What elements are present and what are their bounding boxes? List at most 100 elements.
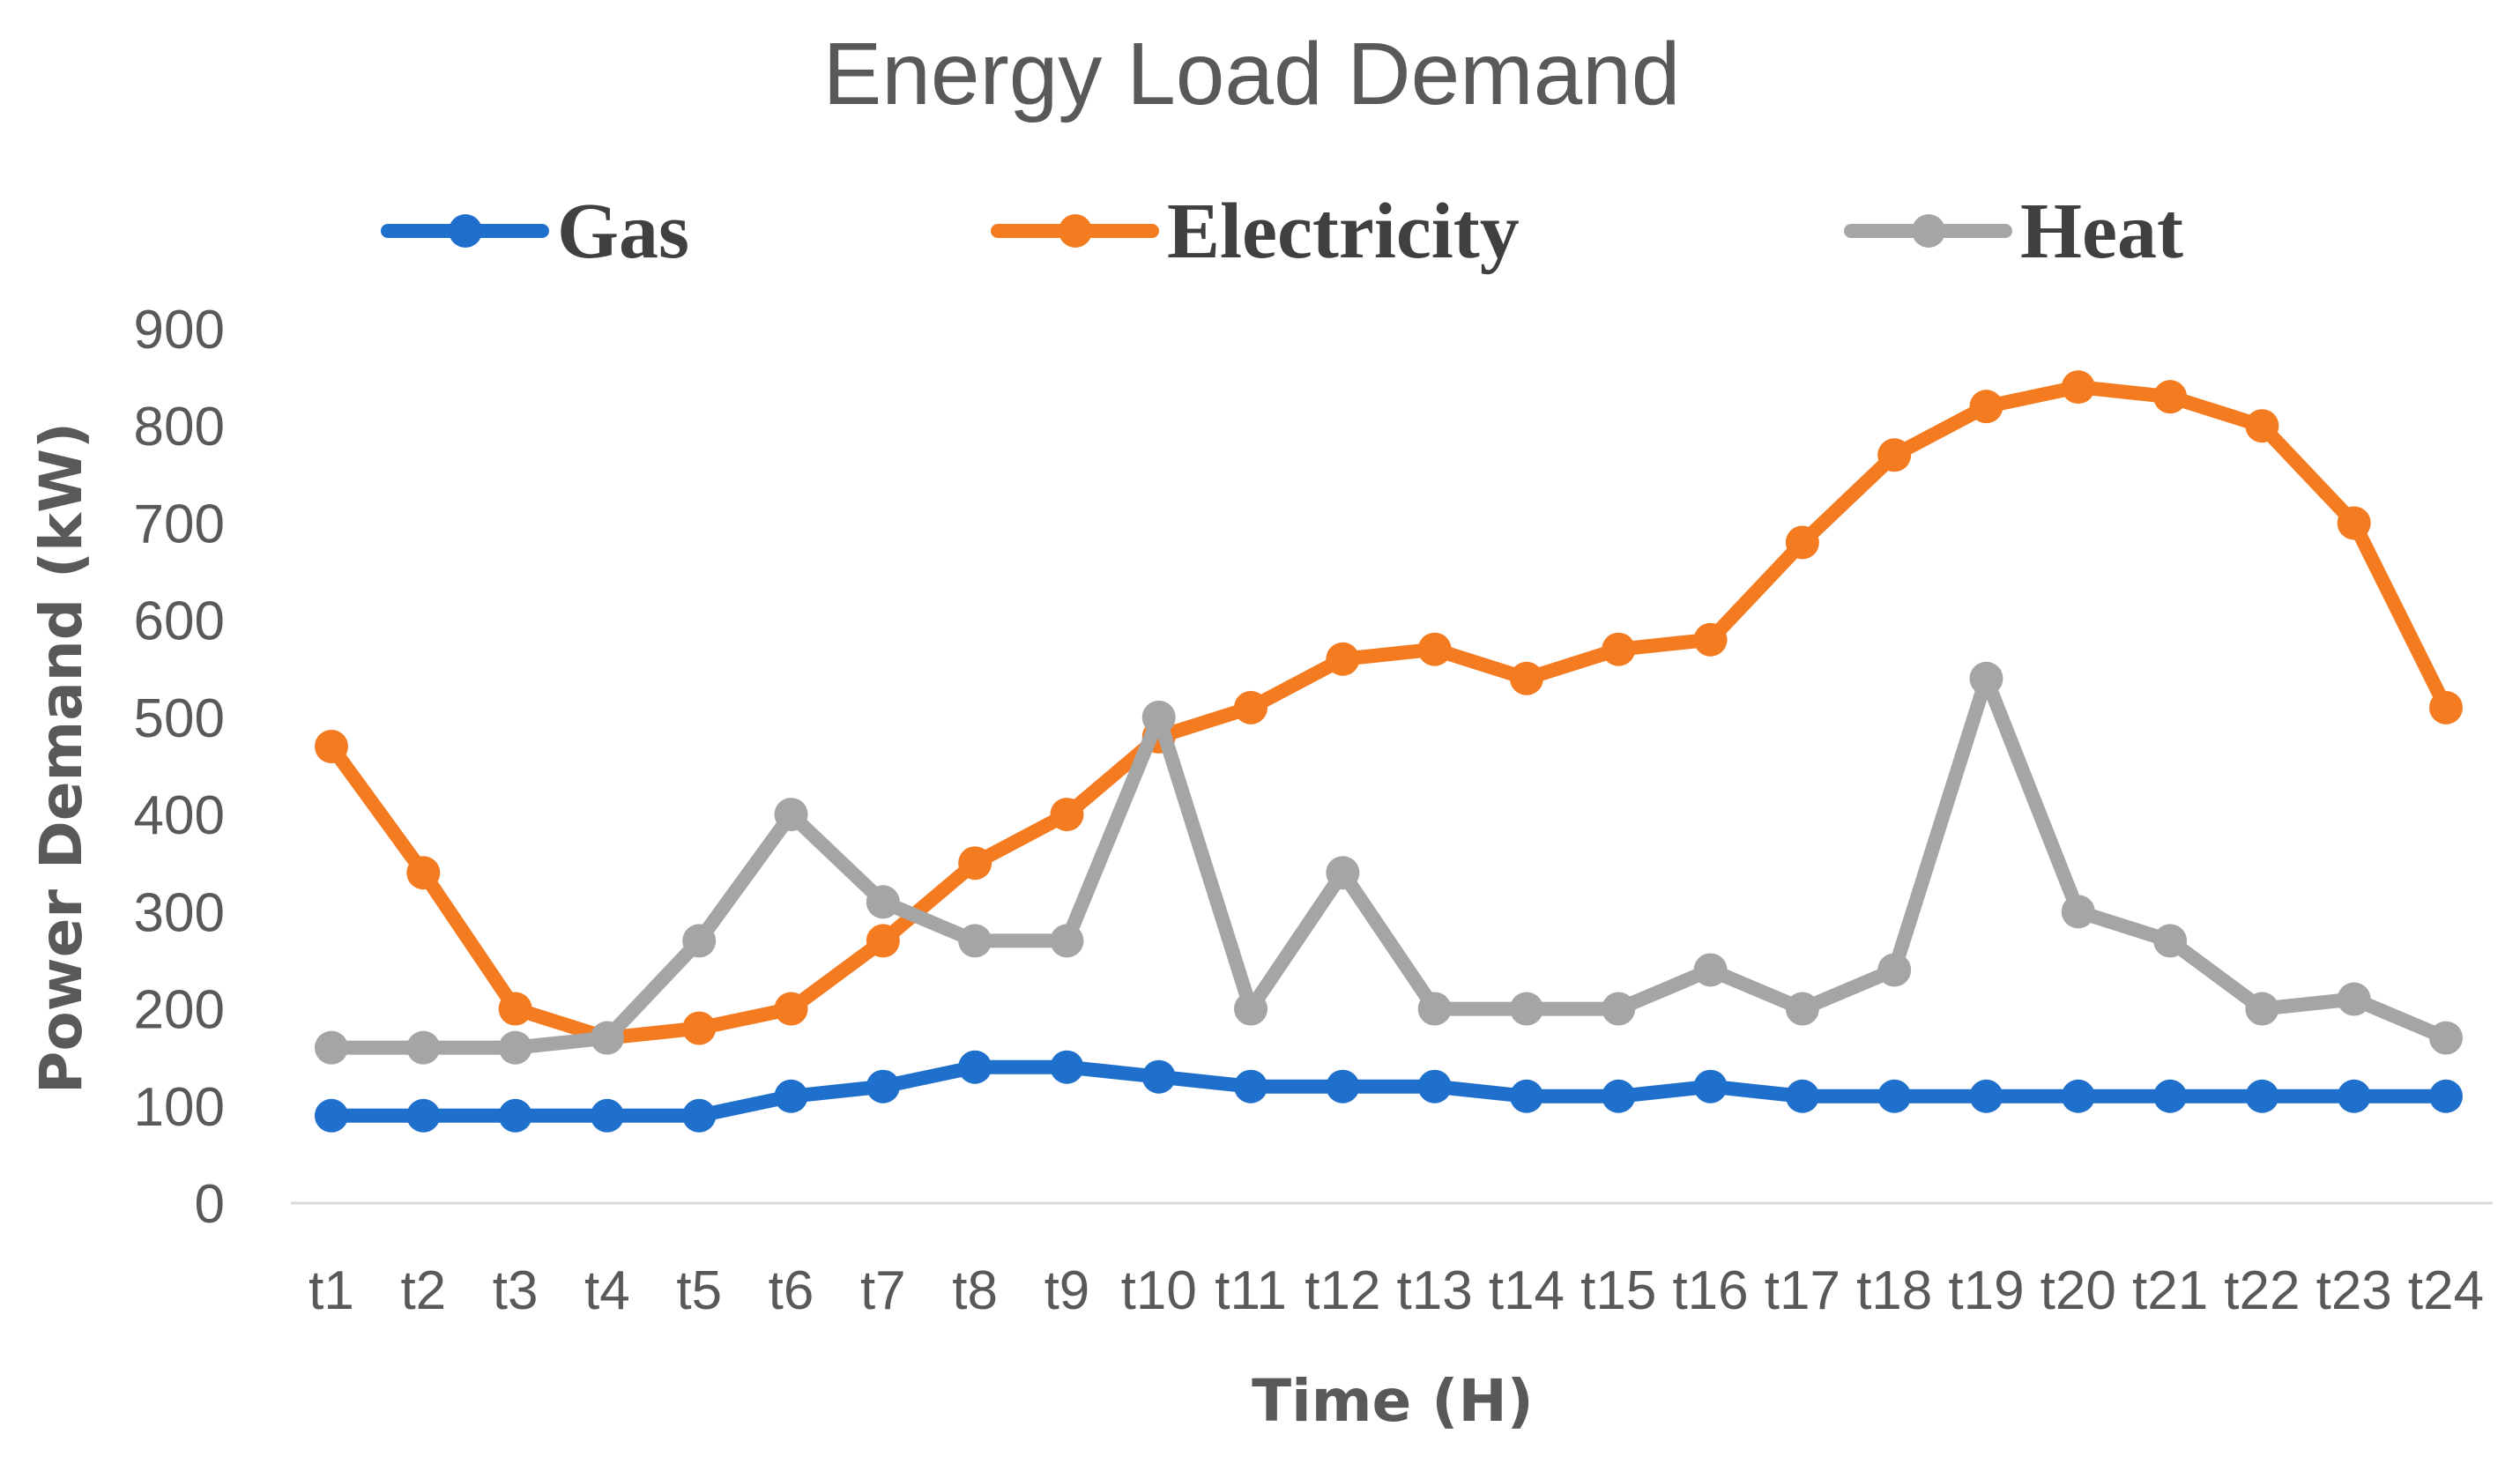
- data-point-heat: [1877, 953, 1912, 987]
- data-point-gas: [2337, 1079, 2371, 1113]
- legend-label-electricity: Electricity: [1167, 188, 1520, 275]
- data-point-gas: [1141, 1059, 1176, 1094]
- data-point-gas: [1785, 1079, 1819, 1113]
- x-axis-title: Time (H): [1252, 1367, 1534, 1435]
- data-point-electricity: [2337, 506, 2371, 540]
- x-tick-label: t21: [2132, 1260, 2208, 1321]
- series-line-heat: [324, 671, 2453, 1055]
- data-point-heat: [1050, 924, 1084, 958]
- data-point-gas: [2061, 1079, 2095, 1113]
- data-point-gas: [1509, 1079, 1543, 1113]
- data-point-heat: [2245, 992, 2279, 1026]
- data-point-electricity: [958, 846, 992, 881]
- y-tick-label: 500: [134, 688, 225, 749]
- data-point-gas: [1050, 1050, 1084, 1084]
- x-tick-label: t5: [676, 1260, 722, 1321]
- x-tick-label: t24: [2408, 1260, 2484, 1321]
- x-tick-label: t22: [2224, 1260, 2300, 1321]
- series-line-gas: [324, 1059, 2453, 1123]
- data-point-gas: [1969, 1079, 2003, 1113]
- data-point-heat: [1141, 700, 1176, 734]
- legend-marker-electricity: [1059, 214, 1092, 248]
- data-point-gas: [1602, 1079, 1636, 1113]
- y-tick-label: 400: [134, 785, 225, 846]
- data-point-gas: [958, 1050, 992, 1084]
- legend-item-electricity: Electricity: [991, 188, 1520, 275]
- data-point-electricity: [2245, 409, 2279, 443]
- data-point-gas: [1326, 1069, 1360, 1104]
- x-tick-label: t18: [1856, 1260, 1932, 1321]
- data-point-heat: [682, 924, 717, 958]
- legend-marker-heat: [1912, 214, 1945, 248]
- legend-label-gas: Gas: [557, 188, 689, 275]
- data-point-gas: [866, 1069, 900, 1104]
- data-point-gas: [1417, 1069, 1452, 1104]
- x-tick-label: t10: [1121, 1260, 1197, 1321]
- x-tick-label: t6: [769, 1260, 814, 1321]
- data-point-heat: [2061, 895, 2095, 929]
- data-point-heat: [2153, 924, 2188, 958]
- data-point-heat: [1693, 953, 1728, 987]
- data-point-electricity: [1234, 690, 1268, 725]
- series-layer: [315, 370, 2463, 1133]
- legend-marker-gas: [449, 214, 482, 248]
- legend-label-heat: Heat: [2020, 188, 2183, 275]
- data-point-heat: [1969, 661, 2003, 695]
- legend: Gas Electricity Heat: [381, 188, 2183, 275]
- y-axis-title: Power Demand (kW): [27, 422, 95, 1094]
- data-point-gas: [406, 1098, 441, 1133]
- data-point-heat: [590, 1021, 624, 1055]
- legend-item-heat: Heat: [1844, 188, 2183, 275]
- x-tick-label: t3: [493, 1260, 539, 1321]
- y-tick-label: 900: [134, 300, 225, 360]
- x-tick-label: t1: [308, 1260, 354, 1321]
- y-tick-label: 100: [134, 1077, 225, 1138]
- data-point-heat: [2337, 982, 2371, 1016]
- data-point-electricity: [1050, 798, 1084, 832]
- data-point-heat: [1785, 992, 1819, 1026]
- data-point-heat: [1234, 992, 1268, 1026]
- y-tick-label: 200: [134, 980, 225, 1041]
- data-point-gas: [1693, 1069, 1728, 1104]
- data-point-electricity: [315, 729, 348, 763]
- data-point-gas: [1877, 1079, 1912, 1113]
- data-point-heat: [315, 1030, 348, 1065]
- x-tick-label: t14: [1489, 1260, 1565, 1321]
- series-gas: [315, 1050, 2463, 1133]
- x-tick-label: t19: [1948, 1260, 2024, 1321]
- legend-item-gas: Gas: [381, 188, 689, 275]
- data-point-electricity: [1877, 438, 1912, 472]
- y-tick-label: 0: [195, 1174, 225, 1235]
- data-point-electricity: [1417, 632, 1452, 666]
- data-point-electricity: [1693, 622, 1728, 657]
- data-point-gas: [2245, 1079, 2279, 1113]
- y-tick-label: 600: [134, 591, 225, 652]
- x-tick-label: t4: [584, 1260, 630, 1321]
- data-point-electricity: [774, 992, 808, 1026]
- data-point-electricity: [1326, 642, 1360, 676]
- data-point-electricity: [1509, 661, 1543, 695]
- data-point-heat: [774, 798, 808, 832]
- data-point-electricity: [682, 1011, 717, 1045]
- data-point-gas: [2429, 1079, 2463, 1113]
- x-tick-label: t20: [2041, 1260, 2116, 1321]
- data-point-gas: [2153, 1079, 2188, 1113]
- x-tick-label: t11: [1215, 1260, 1287, 1321]
- data-point-heat: [866, 885, 900, 919]
- y-tick-label: 700: [134, 494, 225, 554]
- data-point-gas: [315, 1098, 348, 1133]
- data-point-electricity: [2061, 370, 2095, 405]
- x-tick-label: t15: [1580, 1260, 1656, 1321]
- chart-title: Energy Load Demand: [823, 25, 1681, 123]
- data-point-electricity: [2153, 380, 2188, 414]
- data-point-heat: [1509, 992, 1543, 1026]
- x-tick-label: t12: [1305, 1260, 1380, 1321]
- x-tick-label: t8: [952, 1260, 998, 1321]
- data-point-gas: [682, 1098, 717, 1133]
- data-point-gas: [774, 1079, 808, 1113]
- data-point-gas: [1234, 1069, 1268, 1104]
- data-point-electricity: [1785, 525, 1819, 560]
- x-tick-label: t9: [1044, 1260, 1090, 1321]
- x-axis-ticks: t1 t2 t3 t4 t5 t6 t7 t8 t9 t10 t11 t12 t13 t14 t15 t16 t…: [308, 1260, 2484, 1321]
